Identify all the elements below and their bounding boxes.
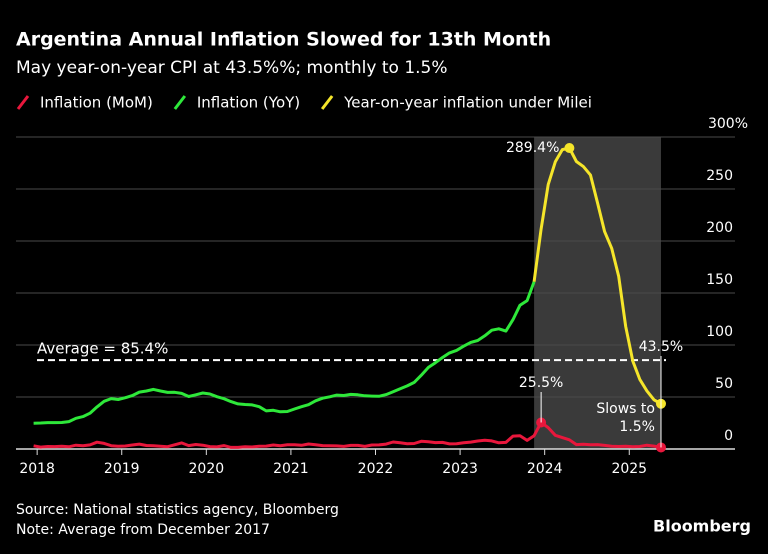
y-tick-label: 0 bbox=[724, 428, 733, 444]
x-tick-label: 2018 bbox=[19, 461, 55, 477]
legend-label: Year-on-year inflation under Milei bbox=[343, 94, 592, 112]
legend-swatch bbox=[320, 95, 334, 110]
legend-label: Inflation (YoY) bbox=[197, 94, 300, 112]
brand: Bloomberg bbox=[653, 517, 751, 536]
x-tick-label: 2022 bbox=[358, 461, 394, 477]
series-line bbox=[33, 281, 536, 425]
legend-swatch bbox=[173, 95, 187, 110]
y-tick-label: 300% bbox=[708, 116, 748, 132]
annotation: Slows to 1.5% bbox=[596, 401, 655, 435]
series-line bbox=[532, 146, 662, 406]
chart-title: Argentina Annual Inflation Slowed for 13… bbox=[16, 29, 551, 51]
x-tick-label: 2021 bbox=[273, 461, 309, 477]
average-label: Average = 85.4% bbox=[37, 340, 168, 358]
y-tick-label: 100 bbox=[706, 324, 733, 340]
y-tick-label: 50 bbox=[715, 376, 733, 392]
source: Source: National statistics agency, Bloo… bbox=[16, 502, 339, 518]
x-tick-label: 2024 bbox=[527, 461, 563, 477]
y-tick-label: 150 bbox=[706, 272, 733, 288]
x-tick-label: 2019 bbox=[104, 461, 140, 477]
y-tick-label: 200 bbox=[706, 220, 733, 236]
annotation: 43.5% bbox=[639, 339, 683, 355]
x-tick-label: 2025 bbox=[611, 461, 647, 477]
x-tick-label: 2023 bbox=[442, 461, 478, 477]
legend-label: Inflation (MoM) bbox=[40, 94, 153, 112]
note: Note: Average from December 2017 bbox=[16, 522, 270, 538]
y-tick-label: 250 bbox=[706, 168, 733, 184]
annotation: 289.4% bbox=[506, 140, 559, 156]
chart-subtitle: May year-on-year CPI at 43.5%%; monthly … bbox=[16, 58, 448, 78]
series-line bbox=[33, 421, 662, 449]
x-tick-label: 2020 bbox=[189, 461, 225, 477]
legend-swatch bbox=[16, 95, 30, 110]
highlight-dot bbox=[564, 143, 575, 154]
annotation: 25.5% bbox=[519, 375, 563, 391]
